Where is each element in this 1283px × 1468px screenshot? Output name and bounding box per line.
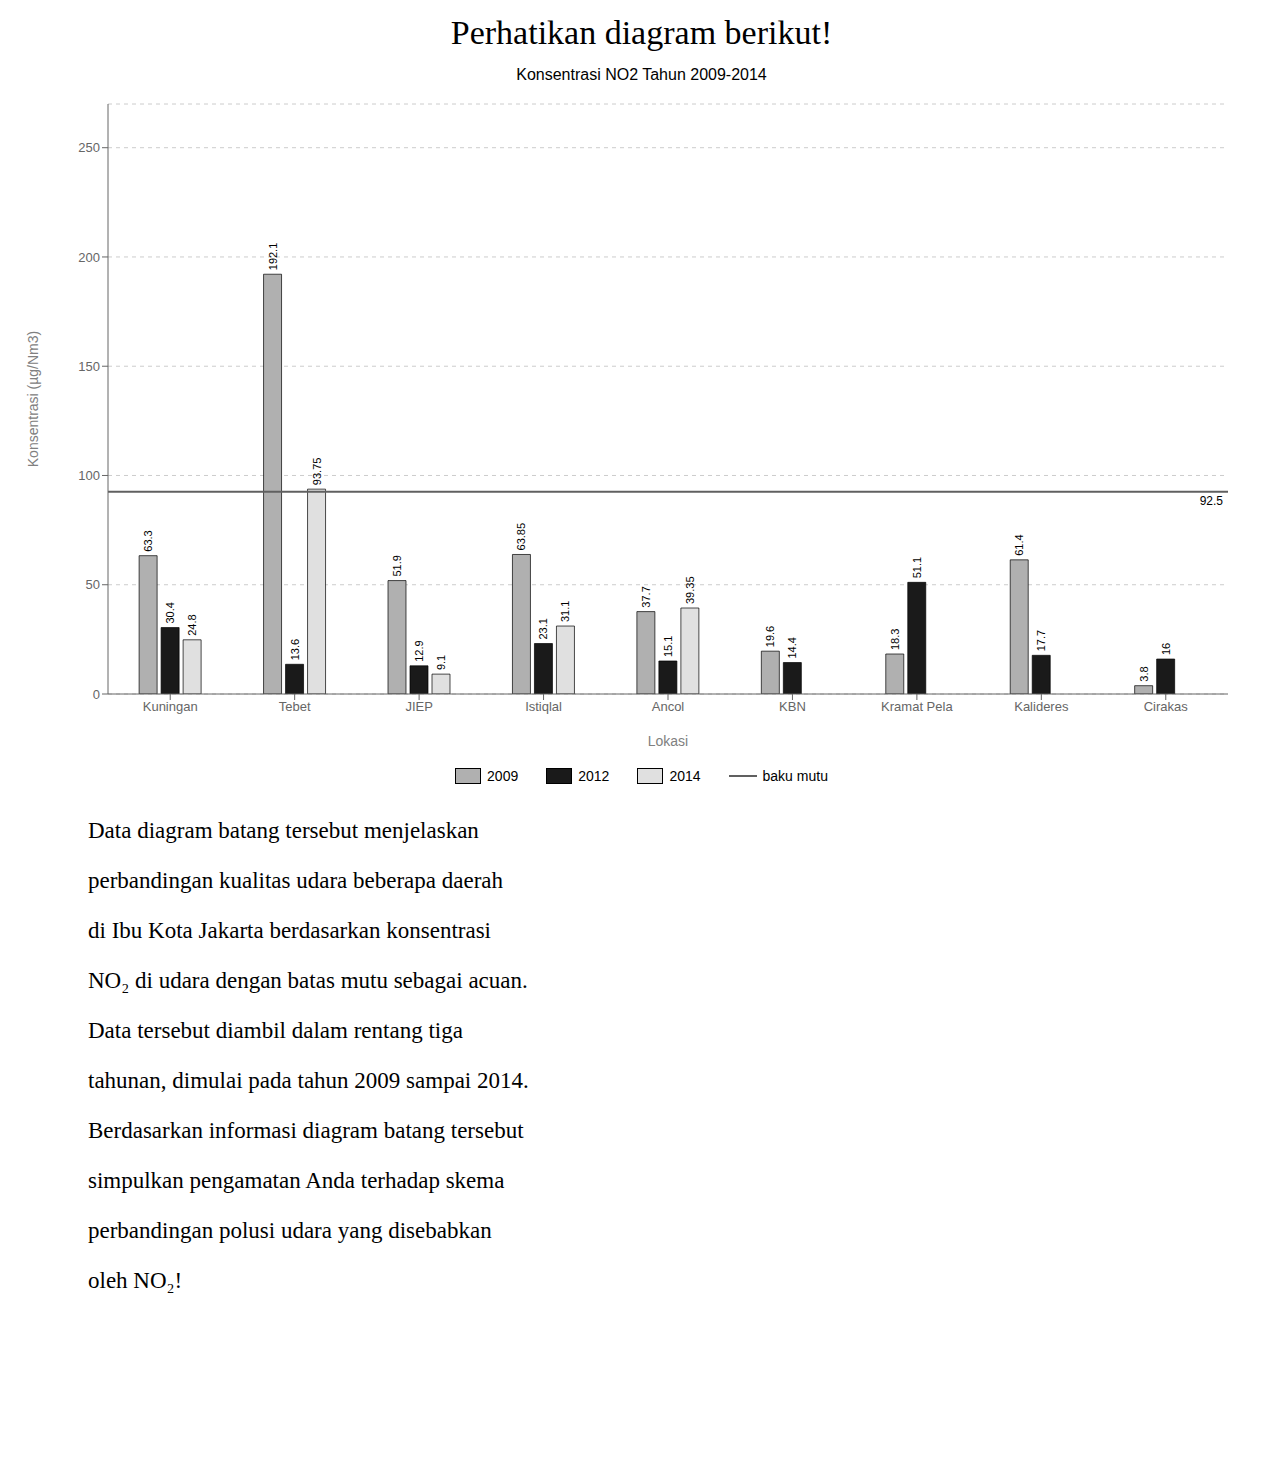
svg-text:9.1: 9.1: [435, 655, 447, 670]
html-text:tahunan, dimulai pada tahun 20: tahunan, dimulai pada tahun 2009 sampai …: [88, 1068, 529, 1093]
html-text:Konsentrasi NO2 Tahun 2009-201: Konsentrasi NO2 Tahun 2009-2014: [516, 66, 767, 83]
svg-text:Kuningan: Kuningan: [143, 699, 198, 714]
svg-text:18.3: 18.3: [889, 629, 901, 650]
svg-text:39.35: 39.35: [684, 576, 696, 604]
html-text:2014: 2014: [669, 768, 701, 784]
svg-text:51.1: 51.1: [911, 557, 923, 578]
svg-text:Tebet: Tebet: [279, 699, 311, 714]
html-text:di Ibu Kota Jakarta berdasarka: di Ibu Kota Jakarta berdasarkan konsentr…: [88, 918, 491, 943]
svg-text:37.7: 37.7: [640, 586, 652, 607]
svg-text:Kramat Pela: Kramat Pela: [881, 699, 953, 714]
html-text:baku mutu: baku mutu: [762, 768, 828, 784]
svg-text:92.5: 92.5: [1200, 494, 1224, 508]
svg-text:16: 16: [1160, 643, 1172, 655]
html-text:Berdasarkan informasi diagram: Berdasarkan informasi diagram batang ter…: [88, 1118, 524, 1143]
html-text:Perhatikan diagram berikut!: Perhatikan diagram berikut!: [450, 14, 833, 51]
svg-text:51.9: 51.9: [391, 555, 403, 576]
svg-text:63.85: 63.85: [515, 523, 527, 551]
html-text:oleh NO₂!: oleh NO₂!: [88, 1268, 183, 1293]
svg-text:17.7: 17.7: [1035, 630, 1047, 651]
svg-text:200: 200: [78, 250, 100, 265]
svg-text:250: 250: [78, 140, 100, 155]
svg-text:150: 150: [78, 359, 100, 374]
svg-text:Ancol: Ancol: [652, 699, 685, 714]
svg-text:61.4: 61.4: [1013, 534, 1025, 555]
svg-text:31.1: 31.1: [559, 601, 571, 622]
html-text:perbandingan kualitas udara be: perbandingan kualitas udara beberapa dae…: [88, 868, 504, 893]
svg-text:3.8: 3.8: [1138, 666, 1150, 681]
html-text:2009: 2009: [487, 768, 519, 784]
svg-text:93.75: 93.75: [311, 458, 323, 486]
svg-text:KBN: KBN: [779, 699, 806, 714]
svg-text:30.4: 30.4: [164, 602, 176, 623]
svg-text:24.8: 24.8: [186, 614, 198, 635]
svg-text:Istiqlal: Istiqlal: [525, 699, 562, 714]
svg-text:50: 50: [86, 577, 100, 592]
svg-text:Konsentrasi (µg/Nm3): Konsentrasi (µg/Nm3): [25, 331, 41, 467]
svg-text:13.6: 13.6: [289, 639, 301, 660]
html-text:Data tersebut diambil dalam re: Data tersebut diambil dalam rentang tiga: [88, 1018, 463, 1043]
svg-text:0: 0: [93, 687, 100, 702]
html-text:perbandingan polusi udara yang: perbandingan polusi udara yang disebabka…: [88, 1218, 492, 1243]
svg-text:192.1: 192.1: [267, 243, 279, 271]
svg-text:14.4: 14.4: [786, 637, 798, 658]
svg-text:JIEP: JIEP: [405, 699, 432, 714]
svg-text:63.3: 63.3: [142, 530, 154, 551]
html-text:NO₂ di udara dengan batas mutu: NO₂ di udara dengan batas mutu sebagai a…: [88, 968, 528, 993]
svg-text:19.6: 19.6: [764, 626, 776, 647]
svg-text:Cirakas: Cirakas: [1144, 699, 1189, 714]
svg-text:Lokasi: Lokasi: [648, 733, 688, 749]
svg-text:23.1: 23.1: [537, 618, 549, 639]
html-text:simpulkan pengamatan Anda terh: simpulkan pengamatan Anda terhadap skema: [88, 1168, 505, 1193]
svg-text:100: 100: [78, 468, 100, 483]
html-text:2012: 2012: [578, 768, 610, 784]
svg-text:Kalideres: Kalideres: [1014, 699, 1069, 714]
svg-text:12.9: 12.9: [413, 640, 425, 661]
html-text:Data diagram batang tersebut m: Data diagram batang tersebut menjelaskan: [88, 818, 479, 843]
svg-text:15.1: 15.1: [662, 636, 674, 657]
